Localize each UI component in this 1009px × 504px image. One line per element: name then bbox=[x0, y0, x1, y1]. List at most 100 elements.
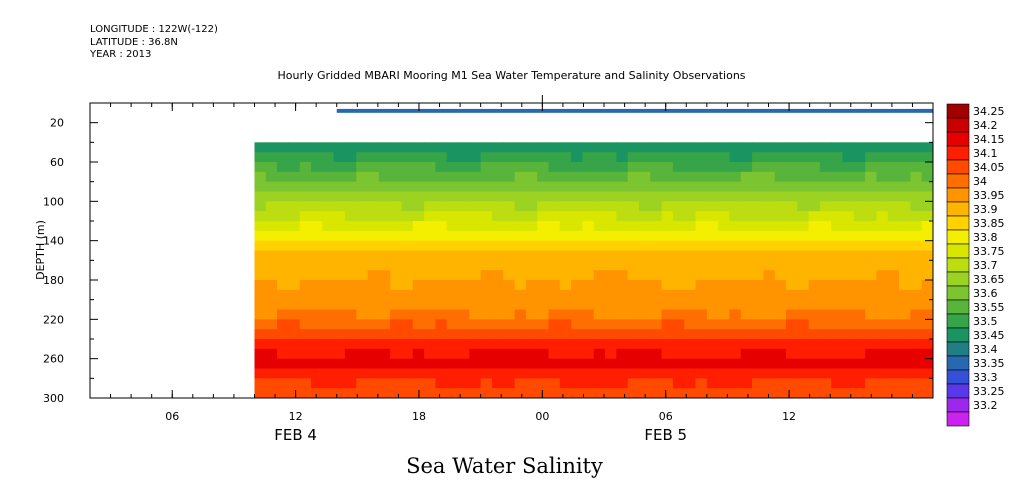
salinity-cell bbox=[367, 162, 380, 173]
salinity-cell bbox=[627, 319, 640, 330]
colorbar-swatch bbox=[946, 313, 970, 329]
colorbar-swatch bbox=[946, 159, 970, 175]
salinity-cell bbox=[378, 162, 391, 173]
salinity-cell bbox=[684, 162, 697, 173]
salinity-cell bbox=[910, 388, 923, 398]
salinity-cell bbox=[650, 191, 663, 202]
salinity-cell bbox=[333, 270, 346, 281]
salinity-cell bbox=[650, 152, 663, 163]
salinity-cell bbox=[627, 358, 640, 370]
salinity-cell bbox=[887, 142, 900, 153]
salinity-cell bbox=[491, 201, 504, 212]
salinity-cell bbox=[842, 181, 855, 193]
salinity-cell bbox=[785, 152, 798, 163]
salinity-cell bbox=[684, 339, 697, 350]
salinity-cell bbox=[367, 221, 380, 232]
salinity-cell bbox=[367, 329, 380, 340]
salinity-cell bbox=[514, 378, 527, 389]
salinity-cell bbox=[514, 388, 527, 398]
salinity-cell bbox=[605, 162, 617, 173]
salinity-cell bbox=[763, 250, 776, 261]
salinity-cell bbox=[797, 162, 810, 173]
salinity-cell bbox=[638, 260, 651, 271]
salinity-cell bbox=[480, 289, 493, 301]
salinity-cell bbox=[684, 211, 697, 222]
salinity-cell bbox=[491, 142, 504, 153]
salinity-cell bbox=[638, 319, 651, 330]
salinity-cell bbox=[865, 171, 878, 183]
salinity-cell bbox=[446, 348, 459, 360]
salinity-cell bbox=[672, 309, 685, 320]
salinity-cell bbox=[763, 240, 776, 252]
salinity-cell bbox=[503, 348, 516, 360]
salinity-cell bbox=[853, 368, 866, 379]
salinity-cell bbox=[672, 368, 685, 379]
salinity-cell bbox=[458, 378, 470, 389]
salinity-cell bbox=[865, 211, 878, 222]
salinity-cell bbox=[503, 358, 516, 370]
salinity-cell bbox=[695, 348, 708, 360]
salinity-cell bbox=[797, 289, 810, 301]
salinity-cell bbox=[729, 299, 742, 311]
salinity-cell bbox=[616, 299, 629, 311]
salinity-cell bbox=[412, 152, 425, 163]
salinity-cell bbox=[424, 319, 437, 330]
salinity-cell bbox=[887, 230, 900, 242]
salinity-cell bbox=[378, 339, 391, 350]
salinity-cell bbox=[718, 339, 731, 350]
salinity-cell bbox=[299, 280, 312, 291]
salinity-cell bbox=[593, 280, 606, 291]
salinity-cell bbox=[265, 339, 278, 350]
salinity-cell bbox=[831, 339, 844, 350]
salinity-cell bbox=[831, 250, 844, 261]
salinity-cell bbox=[684, 319, 697, 330]
salinity-cell bbox=[491, 319, 504, 330]
salinity-cell bbox=[785, 348, 798, 360]
salinity-cell bbox=[548, 191, 561, 202]
salinity-cell bbox=[254, 329, 267, 340]
salinity-cell bbox=[491, 348, 504, 360]
salinity-cell bbox=[265, 230, 278, 242]
salinity-cell bbox=[695, 319, 708, 330]
salinity-cell bbox=[265, 171, 278, 183]
salinity-cell bbox=[706, 299, 719, 311]
salinity-cell bbox=[740, 388, 753, 398]
salinity-cell bbox=[910, 181, 923, 193]
salinity-cell bbox=[729, 280, 742, 291]
salinity-cell bbox=[288, 270, 301, 281]
salinity-cell bbox=[412, 270, 425, 281]
salinity-cell bbox=[571, 181, 584, 193]
salinity-cell bbox=[344, 152, 357, 163]
salinity-cell bbox=[808, 368, 821, 379]
salinity-cell bbox=[831, 319, 844, 330]
salinity-cell bbox=[424, 211, 437, 222]
salinity-cell bbox=[333, 181, 346, 193]
salinity-cell bbox=[627, 211, 640, 222]
salinity-cell bbox=[661, 289, 674, 301]
colorbar-label: 33.7 bbox=[973, 259, 998, 272]
salinity-cell bbox=[435, 358, 448, 370]
salinity-cell bbox=[548, 152, 561, 163]
salinity-cell bbox=[865, 368, 878, 379]
salinity-cell bbox=[503, 191, 516, 202]
salinity-cell bbox=[706, 348, 719, 360]
salinity-cell bbox=[819, 329, 832, 340]
salinity-cell bbox=[684, 270, 697, 281]
salinity-cell bbox=[627, 309, 640, 320]
salinity-cell bbox=[299, 368, 312, 379]
salinity-cell bbox=[752, 162, 764, 173]
salinity-cell bbox=[424, 230, 437, 242]
salinity-cell bbox=[254, 299, 267, 311]
salinity-cell bbox=[277, 388, 290, 398]
salinity-cell bbox=[356, 260, 369, 271]
salinity-cell bbox=[605, 309, 617, 320]
salinity-cell bbox=[853, 388, 866, 398]
salinity-cell bbox=[469, 250, 482, 261]
salinity-cell bbox=[797, 260, 810, 271]
salinity-cell bbox=[356, 171, 369, 183]
salinity-cell bbox=[876, 289, 889, 301]
salinity-cell bbox=[797, 270, 810, 281]
salinity-cell bbox=[491, 152, 504, 163]
salinity-cell bbox=[469, 152, 482, 163]
salinity-cell bbox=[548, 388, 561, 398]
